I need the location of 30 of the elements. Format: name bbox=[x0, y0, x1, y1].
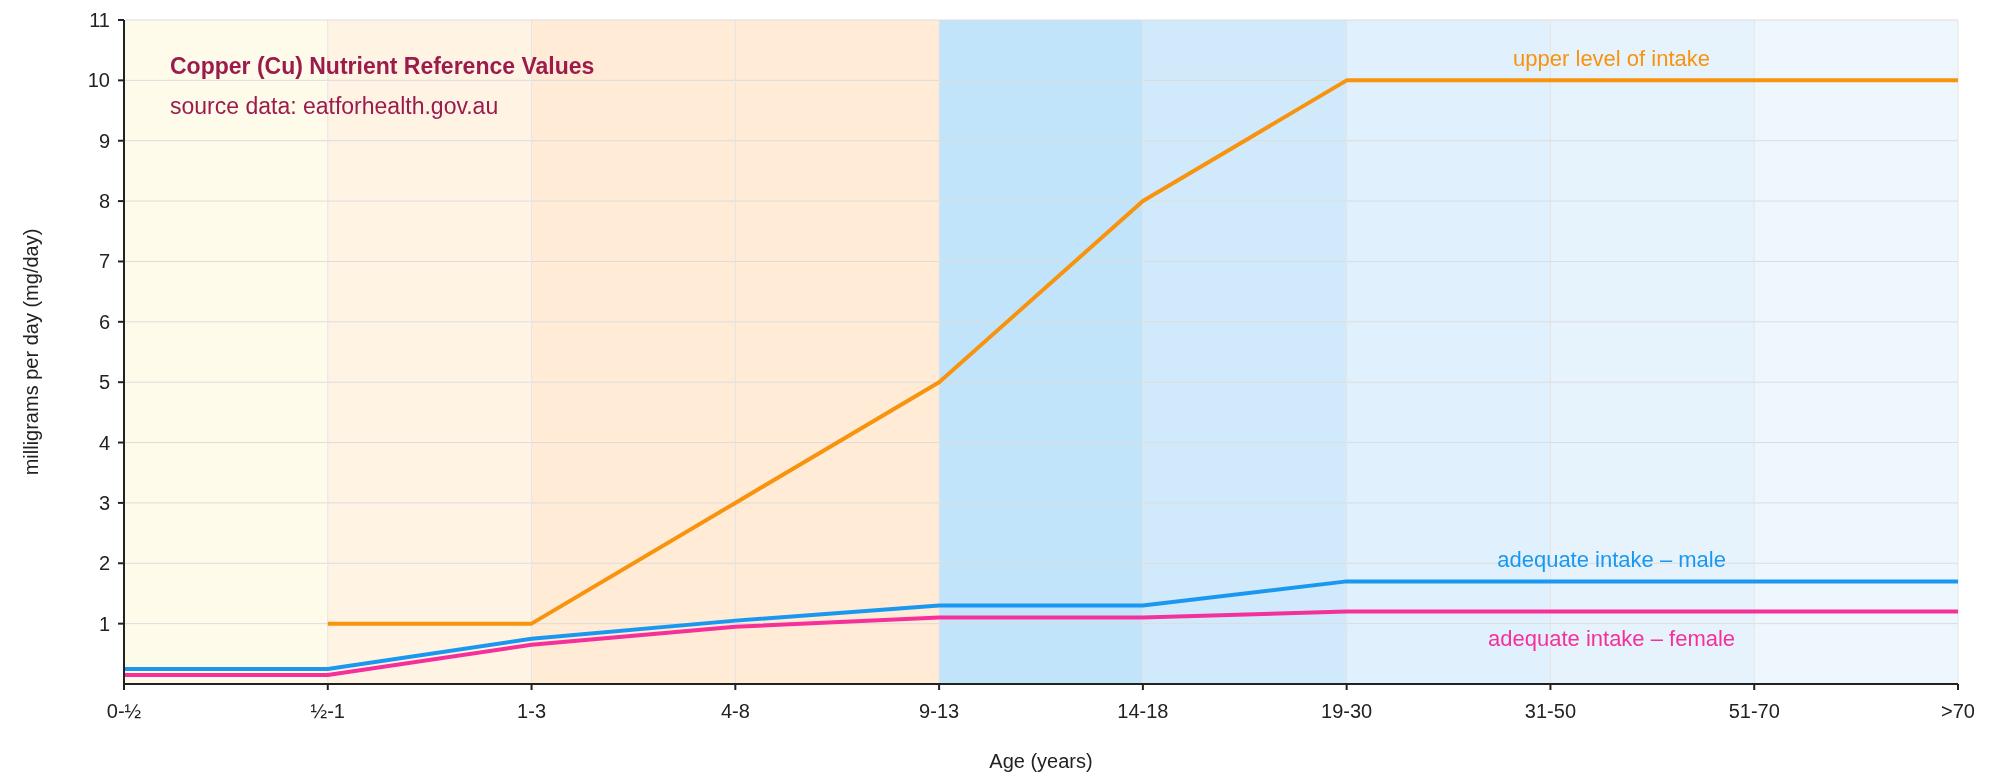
x-tick-label: >70 bbox=[1941, 700, 1975, 722]
y-tick-label: 6 bbox=[98, 310, 110, 333]
x-tick-label: 9-13 bbox=[919, 700, 960, 722]
x-axis-title: Age (years) bbox=[989, 750, 1093, 772]
x-tick-label: 4-8 bbox=[720, 700, 750, 722]
text: Copper (Cu) Nutrient Reference Values bbox=[170, 53, 595, 79]
x-tick-label: 0-½ bbox=[106, 700, 142, 722]
annotation: source data: eatforhealth.gov.au bbox=[170, 93, 499, 119]
y-tick-label: 4 bbox=[98, 431, 110, 454]
y-tick-label: 7 bbox=[98, 250, 110, 273]
x-tick-label: 19-30 bbox=[1321, 700, 1373, 722]
series-label: upper level of intake bbox=[1513, 46, 1711, 72]
y-tick-label: 9 bbox=[98, 129, 110, 152]
x-tick-label: 31-50 bbox=[1524, 700, 1577, 722]
y-tick-label: 3 bbox=[98, 491, 110, 514]
y-tick-label: 1 bbox=[98, 612, 110, 635]
x-tick-label: 14-18 bbox=[1117, 700, 1169, 722]
x-tick-label: 51-70 bbox=[1728, 700, 1780, 722]
line-series bbox=[122, 579, 1960, 671]
series-label: adequate intake – male bbox=[1497, 547, 1726, 573]
y-axis-title: milligrams per day (mg/day) bbox=[20, 228, 42, 476]
y-tick-label: 10 bbox=[87, 69, 110, 92]
x-tick-label: ½-1 bbox=[310, 700, 346, 722]
y-tick-label: 11 bbox=[89, 9, 110, 31]
y-tick-label: 8 bbox=[98, 190, 110, 213]
y-tick-label: 5 bbox=[98, 371, 110, 394]
line-series bbox=[122, 609, 1960, 677]
y-tick-label: 2 bbox=[98, 552, 110, 575]
series-label: adequate intake – female bbox=[1488, 625, 1736, 651]
x-tick-label: 1-3 bbox=[517, 700, 547, 722]
